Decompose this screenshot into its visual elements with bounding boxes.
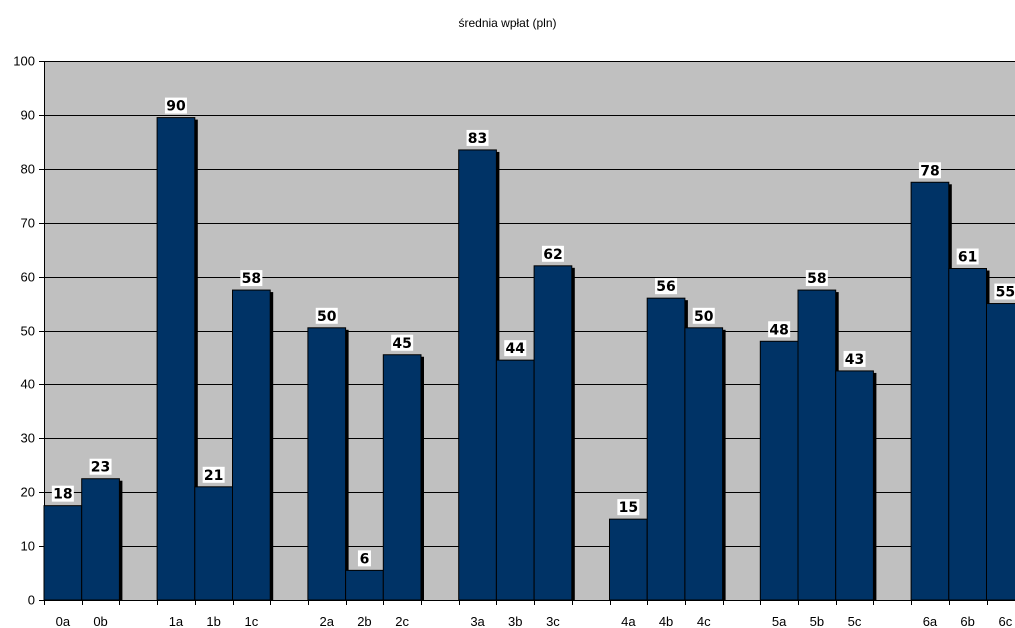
x-tick-label-2a: 2a — [320, 614, 335, 628]
bar-2b — [345, 569, 384, 601]
bar-3a — [458, 149, 497, 601]
bar-5a — [759, 340, 799, 601]
y-tick-label: 0 — [28, 593, 35, 608]
x-tick-label-4a: 4a — [621, 614, 636, 628]
bar-3c — [533, 265, 573, 601]
x-tick-label-6a: 6a — [923, 614, 938, 628]
bar-6c — [986, 303, 1015, 601]
data-label-2b: 6 — [360, 551, 370, 567]
y-tick-label: 80 — [21, 162, 35, 177]
bar-1a — [156, 117, 196, 601]
bar-6b — [948, 268, 987, 601]
x-tick-label-5a: 5a — [772, 614, 787, 628]
data-label-bg — [391, 334, 414, 351]
x-tick-label-2b: 2b — [357, 614, 371, 628]
y-tick-label: 90 — [21, 108, 35, 123]
data-label-bg — [164, 97, 187, 114]
x-tick-label-6c: 6c — [998, 614, 1012, 628]
bar-4c — [684, 327, 724, 601]
x-tick-label-0a: 0a — [56, 614, 71, 628]
x-tick-label-0b: 0b — [93, 614, 107, 628]
x-tick-label-4c: 4c — [697, 614, 711, 628]
data-label-2c: 45 — [392, 336, 411, 352]
bar-5b — [797, 289, 837, 601]
bar-2a — [307, 327, 347, 601]
x-tick-label-1b: 1b — [206, 614, 220, 628]
data-label-bg — [805, 270, 828, 287]
data-label-bg — [768, 321, 791, 338]
bar-2c — [382, 354, 422, 601]
x-tick-label-1a: 1a — [169, 614, 184, 628]
bar-0a — [43, 505, 83, 601]
data-label-bg — [692, 307, 715, 324]
chart-title: średnia wpłat (pln) — [458, 16, 557, 30]
data-label-bg — [51, 485, 74, 502]
bar-3b — [495, 359, 535, 601]
data-label-5a: 48 — [769, 322, 788, 338]
data-label-3c: 62 — [543, 247, 562, 263]
data-label-5b: 58 — [807, 271, 826, 287]
data-label-1c: 58 — [242, 271, 261, 287]
data-label-bg — [89, 458, 112, 475]
x-tick-label-3b: 3b — [508, 614, 522, 628]
bar-4b — [646, 297, 686, 601]
y-tick-label: 10 — [21, 539, 35, 554]
data-label-bg — [466, 129, 489, 146]
data-label-bg — [655, 278, 678, 295]
data-label-bg — [202, 466, 225, 483]
x-tick-label-4b: 4b — [659, 614, 673, 628]
x-tick-label-6b: 6b — [960, 614, 974, 628]
bar-5c — [835, 370, 874, 601]
y-tick-label: 30 — [21, 431, 35, 446]
data-label-0a: 18 — [53, 487, 72, 503]
x-tick-label-1c: 1c — [244, 614, 258, 628]
data-label-bg — [918, 162, 941, 179]
y-tick-label: 50 — [21, 324, 35, 339]
data-label-1a: 90 — [166, 99, 186, 115]
data-label-bg — [315, 307, 338, 324]
data-label-6b: 61 — [958, 250, 977, 266]
y-tick-label: 20 — [21, 485, 35, 500]
bar-6a — [910, 181, 950, 601]
data-label-bg — [357, 550, 371, 567]
data-label-1b: 21 — [204, 468, 223, 484]
data-label-bg — [956, 248, 979, 265]
x-tick-label-3c: 3c — [546, 614, 560, 628]
data-label-0b: 23 — [91, 460, 110, 476]
data-label-bg — [843, 350, 866, 367]
data-label-3b: 44 — [506, 341, 526, 357]
data-label-bg — [994, 283, 1015, 300]
x-tick-label-5c: 5c — [848, 614, 862, 628]
data-label-6a: 78 — [920, 163, 939, 179]
data-label-6c: 55 — [996, 285, 1015, 301]
data-label-4a: 15 — [619, 500, 638, 516]
y-tick-label: 100 — [13, 54, 35, 69]
x-tick-label-2c: 2c — [395, 614, 409, 628]
bar-0b — [81, 478, 120, 601]
data-label-bg — [541, 245, 564, 262]
data-label-2a: 50 — [317, 309, 337, 325]
bar-4a — [609, 518, 648, 601]
y-tick-label: 60 — [21, 270, 35, 285]
x-tick-label-5b: 5b — [810, 614, 824, 628]
data-label-bg — [617, 499, 640, 516]
data-label-5c: 43 — [845, 352, 864, 368]
y-tick-label: 40 — [21, 377, 35, 392]
data-label-bg — [240, 270, 263, 287]
data-label-4c: 50 — [694, 309, 714, 325]
bar-1c — [232, 289, 271, 601]
data-label-3a: 83 — [468, 131, 487, 147]
bar-1b — [194, 486, 234, 601]
y-tick-label: 70 — [21, 216, 35, 231]
data-label-bg — [504, 340, 527, 357]
data-label-4b: 56 — [656, 279, 675, 295]
x-tick-label-3a: 3a — [470, 614, 485, 628]
